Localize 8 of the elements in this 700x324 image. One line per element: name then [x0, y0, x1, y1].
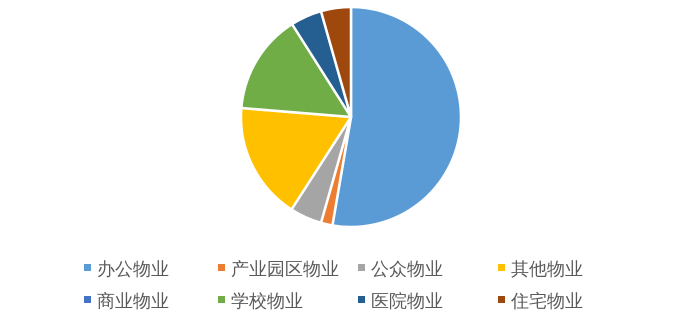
legend-label: 学校物业 [231, 291, 303, 312]
legend-label: 医院物业 [371, 291, 443, 312]
legend-label: 办公物业 [97, 259, 169, 280]
legend-label: 商业物业 [97, 291, 169, 312]
legend-label: 公众物业 [371, 259, 443, 280]
legend-label: 其他物业 [511, 259, 583, 280]
legend-label: 住宅物业 [510, 291, 583, 312]
legend-label: 产业园区物业 [231, 259, 339, 280]
